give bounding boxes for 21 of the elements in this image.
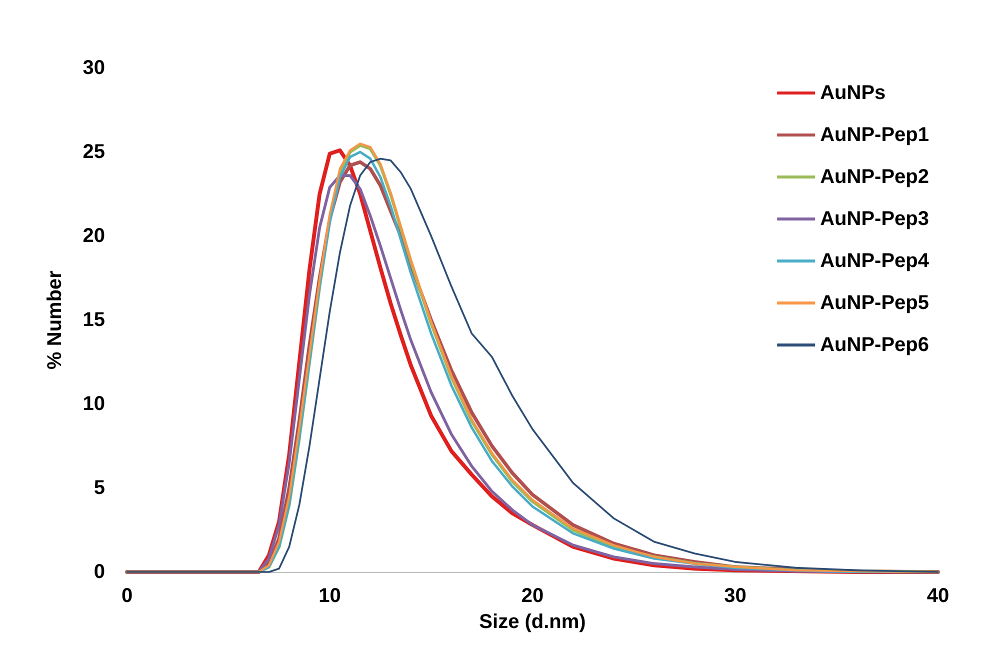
legend-label: AuNP-Pep1: [820, 124, 929, 146]
x-tick-label: 30: [724, 585, 746, 607]
legend-label: AuNPs: [820, 82, 886, 104]
y-tick-label: 30: [82, 57, 105, 79]
x-axis-title: Size (d.nm): [479, 611, 586, 633]
legend-label: AuNP-Pep6: [820, 334, 929, 356]
y-tick-label: 20: [82, 225, 105, 247]
y-tick-label: 25: [82, 141, 105, 163]
x-tick-label: 20: [521, 585, 544, 607]
legend-label: AuNP-Pep5: [820, 292, 929, 314]
y-axis-title: % Number: [44, 270, 66, 370]
legend-label: AuNP-Pep3: [820, 208, 929, 230]
y-tick-label: 15: [82, 309, 105, 331]
x-tick-label: 0: [121, 585, 133, 607]
legend-label: AuNP-Pep4: [820, 250, 930, 272]
x-tick-label: 40: [926, 585, 950, 607]
y-tick-label: 5: [94, 477, 105, 499]
legend-label: AuNP-Pep2: [820, 166, 929, 188]
y-tick-label: 10: [82, 393, 105, 415]
y-tick-label: 0: [94, 561, 105, 583]
x-tick-label: 10: [318, 585, 341, 607]
